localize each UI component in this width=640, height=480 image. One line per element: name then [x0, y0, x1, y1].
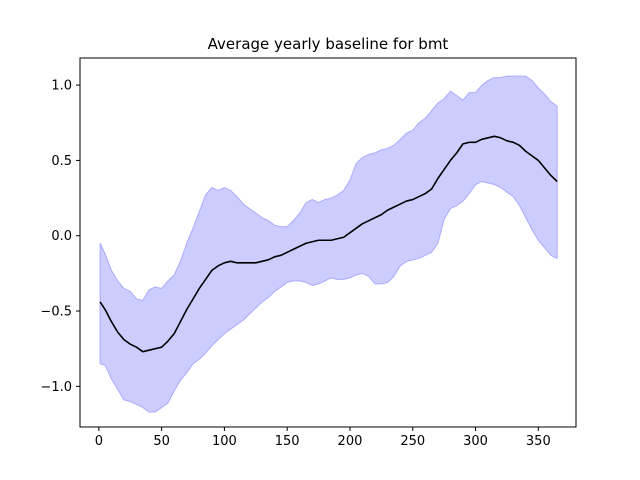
- y-tick-label: 0.0: [51, 229, 72, 244]
- series-line: [99, 135, 558, 353]
- axes-frame: [79, 57, 577, 428]
- x-tick-label: 250: [400, 434, 425, 449]
- chart-title: Average yearly baseline for bmt: [208, 35, 449, 53]
- y-tick-label: 0.5: [51, 154, 72, 169]
- confidence-band: [99, 75, 558, 413]
- y-tick-label: −0.5: [40, 305, 72, 320]
- x-tick-label: 150: [275, 434, 300, 449]
- x-tick-label: 350: [526, 434, 551, 449]
- axes: 0 50 100 150 200 250 300 350 −1.0 −0.5 0.0 0.5 1.0: [40, 57, 577, 449]
- x-tick-label: 300: [463, 434, 488, 449]
- x-tick-label: 100: [212, 434, 237, 449]
- x-tick-label: 50: [153, 434, 170, 449]
- y-tick-label: 1.0: [51, 79, 72, 94]
- plot-area: [99, 75, 558, 413]
- x-tick-label: 200: [338, 434, 363, 449]
- y-tick-label: −1.0: [40, 380, 72, 395]
- x-tick-label: 0: [95, 434, 103, 449]
